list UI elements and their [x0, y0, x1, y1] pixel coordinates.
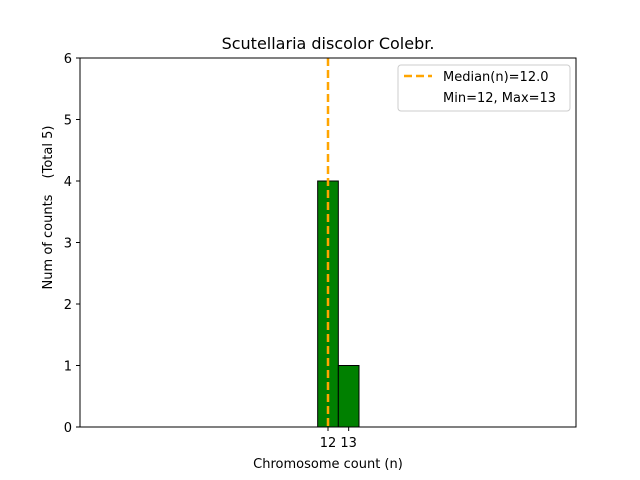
y-tick-label: 1 [64, 360, 72, 375]
y-axis-ticks: 0 1 2 3 4 5 6 [64, 52, 80, 436]
y-tick-label: 0 [64, 421, 72, 436]
y-axis-total-label: (Total 5) [41, 126, 56, 179]
y-tick-label: 6 [64, 52, 72, 67]
legend-box [397, 64, 571, 112]
legend: Median(n)=12.0 Min=12, Max=13 [397, 64, 571, 112]
legend-entry-median: Median(n)=12.0 [443, 70, 549, 85]
legend-entry-minmax: Min=12, Max=13 [443, 91, 556, 106]
y-tick-label: 4 [64, 175, 72, 190]
chart-title: Scutellaria discolor Colebr. [222, 34, 435, 53]
bar-13 [337, 365, 360, 428]
x-tick-label: 12 [320, 436, 337, 451]
x-tick-label: 13 [340, 436, 357, 451]
y-tick-label: 3 [64, 237, 72, 252]
y-tick-label: 5 [64, 114, 72, 129]
y-axis-label: Num of counts [41, 194, 56, 289]
x-axis-ticks: 12 13 [320, 427, 357, 451]
y-tick-label: 2 [64, 298, 72, 313]
x-axis-label: Chromosome count (n) [253, 457, 403, 472]
